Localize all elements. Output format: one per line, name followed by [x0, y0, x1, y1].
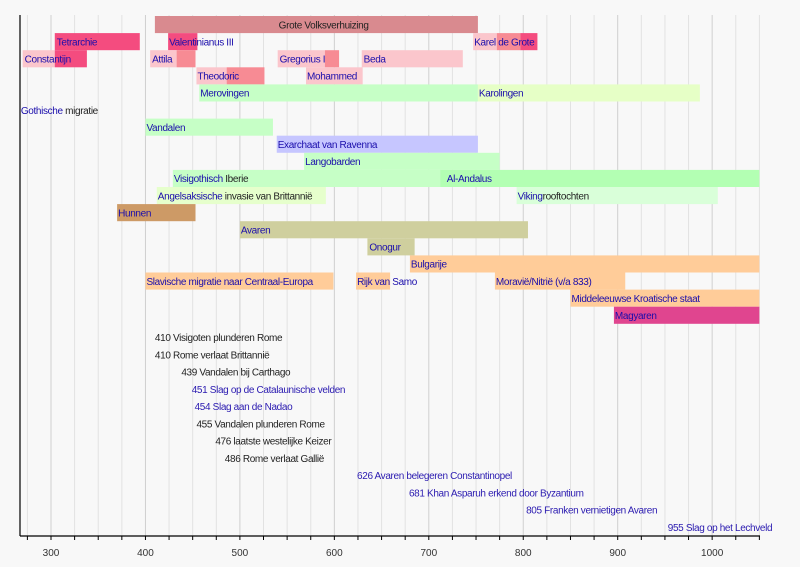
- timeline-bar: [239, 221, 528, 239]
- timeline-bar: [356, 272, 391, 290]
- timeline-bar: [172, 169, 441, 187]
- bar-label[interactable]: Onogur: [369, 243, 402, 254]
- bar-label-text: rooftochten: [543, 191, 589, 202]
- bar-label[interactable]: Grote Volksverhuizing: [279, 20, 369, 31]
- bar-label[interactable]: Bulgarije: [411, 260, 448, 271]
- x-tick-label: 800: [515, 548, 532, 559]
- x-tick-label: 400: [137, 548, 154, 559]
- x-tick-label: 700: [420, 548, 437, 559]
- timeline-bar: [150, 50, 177, 68]
- bar-label[interactable]: Avaren: [241, 226, 271, 237]
- bar-label[interactable]: Beda: [364, 55, 387, 66]
- timeline-bar: [496, 33, 521, 51]
- event-label[interactable]: 805 Franken vernietigen Avaren: [526, 506, 657, 517]
- bar-label[interactable]: Middeleeuwse Kroatische staat: [571, 294, 700, 305]
- event-label: 410 Rome verlaat Brittannië: [155, 350, 270, 361]
- timeline-bar: [477, 84, 700, 102]
- bar-label[interactable]: Visigothisch Iberie: [174, 174, 249, 185]
- bar-label-link[interactable]: Angelsaksische: [158, 191, 224, 202]
- timeline-bar: [54, 50, 87, 68]
- timeline-bar: [145, 118, 273, 136]
- event-label[interactable]: 626 Avaren belegeren Constantinopel: [357, 471, 512, 482]
- timeline-bar: [613, 306, 760, 324]
- bar-label[interactable]: Exarchaat van Ravenna: [278, 140, 379, 151]
- bar-label[interactable]: Attila: [152, 55, 173, 66]
- timeline-bar: [409, 255, 760, 273]
- event-labels: 410 Visigoten plunderen Rome 410 Rome ver…: [155, 333, 773, 534]
- bar-label-link[interactable]: Visigothisch: [174, 174, 223, 185]
- x-axis: 300 400 500 600 700 800 900 1000: [19, 15, 760, 559]
- timeline-bar: [440, 169, 760, 187]
- bar-label[interactable]: Karel de Grote: [474, 37, 535, 48]
- event-label[interactable]: 451 Slag op de Catalaunische velden: [192, 385, 346, 396]
- event-label: 439 Vandalen bij Carthago: [181, 368, 291, 379]
- timeline-bar: [276, 135, 478, 153]
- bar-label[interactable]: Vandalen: [146, 123, 185, 134]
- event-label[interactable]: 681 Khan Asparuh erkend door Byzantium: [409, 488, 584, 499]
- timeline-bar: [520, 33, 538, 51]
- bar-label[interactable]: Theodoric: [197, 72, 239, 83]
- bar-label-link[interactable]: Viking: [518, 191, 543, 202]
- event-label: 486 Rome verlaat Gallië: [225, 454, 325, 465]
- bar-label[interactable]: Tetrarchie: [57, 37, 99, 48]
- timeline-bar: [156, 187, 326, 205]
- event-label: 410 Visigoten plunderen Rome: [155, 333, 283, 344]
- timeline-bar: [196, 67, 227, 85]
- bar-label[interactable]: Moravië/Nitrië (v/a 833): [496, 277, 592, 288]
- bar-label[interactable]: Slavische migratie naar Centraal-Europa: [146, 277, 314, 288]
- bar-label-text: migratie: [63, 106, 99, 117]
- timeline-bar: [145, 272, 334, 290]
- bar-label-link[interactable]: Gothische: [21, 106, 64, 117]
- event-label: 455 Vandalen plunderen Rome: [196, 419, 325, 430]
- bar-label[interactable]: Constantijn: [25, 55, 72, 66]
- bar-label-text: Iberie: [223, 174, 249, 185]
- timeline-bar: [277, 50, 325, 68]
- x-tick-label: 300: [43, 548, 60, 559]
- bar-label[interactable]: Gothische migratie: [21, 106, 99, 117]
- timeline-bars: [22, 16, 760, 324]
- x-tick-label: 1000: [701, 548, 724, 559]
- bar-label[interactable]: Merovingen: [200, 89, 249, 100]
- timeline-bar: [168, 33, 198, 51]
- timeline-bar: [22, 50, 55, 68]
- bar-label[interactable]: Gregorius I: [280, 55, 326, 66]
- timeline-bar: [176, 50, 196, 68]
- event-label[interactable]: 955 Slag op het Lechveld: [668, 523, 773, 534]
- bar-label[interactable]: Karolingen: [479, 89, 524, 100]
- event-label[interactable]: 454 Slag aan de Nadao: [195, 402, 294, 413]
- timeline-bar: [54, 33, 140, 51]
- bar-label[interactable]: Angelsaksische invasie van Brittannië: [158, 191, 314, 202]
- timeline-bar: [570, 289, 760, 307]
- bar-label[interactable]: Vikingrooftochten: [518, 191, 590, 202]
- timeline-bar: [154, 16, 478, 34]
- bar-label[interactable]: Al-Andalus: [447, 174, 493, 185]
- timeline-bar: [306, 67, 363, 85]
- x-tick-label: 600: [326, 548, 343, 559]
- bar-label[interactable]: Valentinianus III: [169, 37, 234, 48]
- timeline-bar: [226, 67, 265, 85]
- bar-label[interactable]: Magyaren: [615, 311, 657, 322]
- timeline-bar: [324, 50, 340, 68]
- bar-label[interactable]: Mohammed: [307, 72, 357, 83]
- bar-label[interactable]: Rijk van Samo: [357, 277, 418, 288]
- timeline-labels: Grote Volksverhuizing Tetrarchie Valentini…: [21, 20, 701, 322]
- timeline-bar: [473, 33, 497, 51]
- bar-label-text: invasie van Brittannië: [222, 191, 313, 202]
- timeline-bar: [367, 238, 415, 256]
- bar-label[interactable]: Langobarden: [305, 157, 360, 168]
- bar-label[interactable]: Hunnen: [118, 208, 151, 219]
- event-label: 476 laatste westelijke Keizer: [215, 437, 332, 448]
- timeline-bar: [494, 272, 626, 290]
- timeline-bar: [516, 187, 718, 205]
- timeline-bar: [117, 204, 196, 222]
- timeline-bar: [199, 84, 478, 102]
- timeline-bar: [304, 152, 500, 170]
- x-tick-label: 500: [232, 548, 249, 559]
- x-tick-label: 900: [609, 548, 626, 559]
- timeline-bar: [361, 50, 463, 68]
